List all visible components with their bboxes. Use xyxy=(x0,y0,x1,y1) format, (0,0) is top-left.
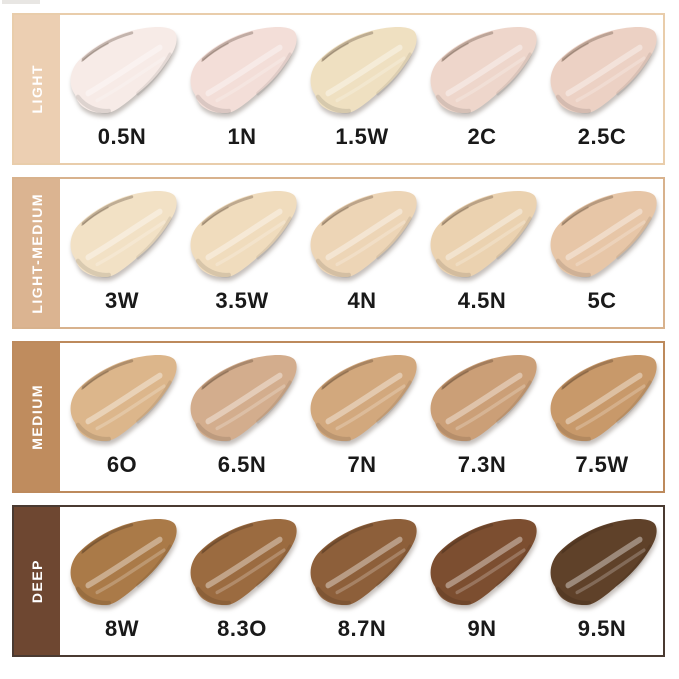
swatch-label: 3.5W xyxy=(215,288,269,313)
row-band-deep: DEEP xyxy=(14,507,60,655)
swatch-label: 6O xyxy=(106,452,138,477)
swatch-3.5W: 3.5W xyxy=(182,179,302,327)
swatch-label: 2.5C xyxy=(577,124,627,149)
swatch-label: 9.5N xyxy=(577,616,627,641)
shade-row-deep: DEEP 8W 8.3O 8.7N 9N 9.5N xyxy=(12,505,665,657)
shade-smear-graphic xyxy=(550,190,657,278)
shade-smear-graphic xyxy=(430,26,537,114)
swatch-5C: 5C xyxy=(542,179,662,327)
shade-row-light-medium: LIGHT-MEDIUM 3W 3.5W 4N 4.5N 5C xyxy=(12,177,665,329)
shade-smear-graphic xyxy=(190,354,297,442)
swatch-label: 6.5N xyxy=(217,452,267,477)
swatch-label: 4.5N xyxy=(457,288,507,313)
swatch-7.3N: 7.3N xyxy=(422,343,542,491)
swatch-8.7N: 8.7N xyxy=(302,507,422,655)
scan-artifact xyxy=(2,0,40,4)
swatch-label: 7N xyxy=(347,452,377,477)
shade-smear-graphic xyxy=(550,518,657,606)
swatch-label: 0.5N xyxy=(97,124,147,149)
swatch-7N: 7N xyxy=(302,343,422,491)
swatch-label: 1N xyxy=(227,124,257,149)
swatch-6O: 6O xyxy=(62,343,182,491)
swatch-label: 1.5W xyxy=(335,124,389,149)
swatch-4N: 4N xyxy=(302,179,422,327)
shade-smear-graphic xyxy=(310,190,417,278)
swatch-label: 8.3O xyxy=(217,616,267,641)
swatch-label: 5C xyxy=(587,288,617,313)
swatch-label: 7.3N xyxy=(457,452,507,477)
swatch-2C: 2C xyxy=(422,15,542,163)
shade-smear-graphic xyxy=(310,354,417,442)
swatch-9.5N: 9.5N xyxy=(542,507,662,655)
shade-smear-graphic xyxy=(310,518,417,606)
shade-smear-graphic xyxy=(70,518,177,606)
row-band-medium: MEDIUM xyxy=(14,343,60,491)
swatch-label: 4N xyxy=(347,288,377,313)
shade-smear-graphic xyxy=(70,354,177,442)
swatch-8.3O: 8.3O xyxy=(182,507,302,655)
shade-smear-graphic xyxy=(550,26,657,114)
swatch-2.5C: 2.5C xyxy=(542,15,662,163)
shade-smear-graphic xyxy=(430,518,537,606)
swatch-label: 8.7N xyxy=(337,616,387,641)
swatch-0.5N: 0.5N xyxy=(62,15,182,163)
shade-row-light: LIGHT 0.5N 1N 1.5W 2C 2.5C xyxy=(12,13,665,165)
row-band-label: DEEP xyxy=(29,558,45,604)
shade-row-medium: MEDIUM 6O 6.5N 7N 7.3N 7.5W xyxy=(12,341,665,493)
shade-smear-graphic xyxy=(190,190,297,278)
swatch-3W: 3W xyxy=(62,179,182,327)
swatch-list: 3W 3.5W 4N 4.5N 5C xyxy=(60,179,664,327)
shade-smear-graphic xyxy=(70,190,177,278)
swatch-8W: 8W xyxy=(62,507,182,655)
shade-smear-graphic xyxy=(550,354,657,442)
swatch-label: 8W xyxy=(105,616,139,641)
row-band-label: MEDIUM xyxy=(29,384,45,450)
swatch-7.5W: 7.5W xyxy=(542,343,662,491)
swatch-label: 3W xyxy=(105,288,139,313)
swatch-label: 7.5W xyxy=(575,452,629,477)
shade-smear-graphic xyxy=(310,26,417,114)
shade-smear-graphic xyxy=(70,26,177,114)
row-band-light-medium: LIGHT-MEDIUM xyxy=(14,179,60,327)
swatch-list: 6O 6.5N 7N 7.3N 7.5W xyxy=(60,343,664,491)
shade-smear-graphic xyxy=(190,518,297,606)
swatch-list: 8W 8.3O 8.7N 9N 9.5N xyxy=(60,507,664,655)
row-band-label: LIGHT xyxy=(29,64,45,114)
swatch-9N: 9N xyxy=(422,507,542,655)
swatch-list: 0.5N 1N 1.5W 2C 2.5C xyxy=(60,15,664,163)
shade-smear-graphic xyxy=(430,190,537,278)
swatch-1.5W: 1.5W xyxy=(302,15,422,163)
shade-smear-graphic xyxy=(190,26,297,114)
shade-smear-graphic xyxy=(430,354,537,442)
swatch-6.5N: 6.5N xyxy=(182,343,302,491)
swatch-label: 2C xyxy=(467,124,497,149)
row-band-label: LIGHT-MEDIUM xyxy=(29,192,45,314)
swatch-label: 9N xyxy=(467,616,497,641)
row-band-light: LIGHT xyxy=(14,15,60,163)
swatch-1N: 1N xyxy=(182,15,302,163)
swatch-4.5N: 4.5N xyxy=(422,179,542,327)
